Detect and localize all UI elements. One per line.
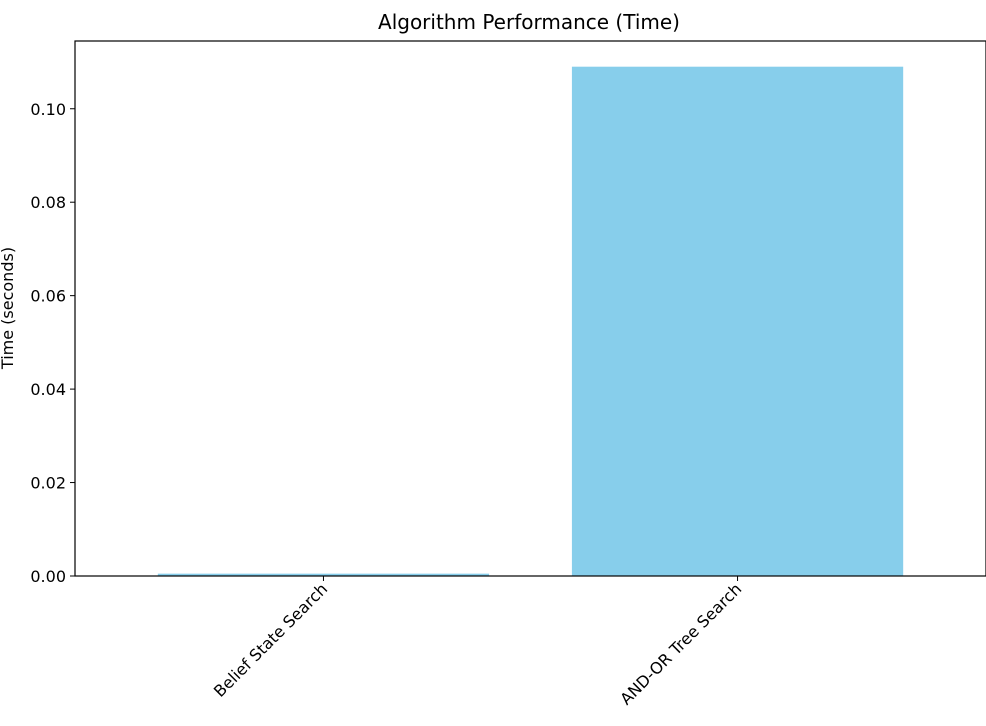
chart-title: Algorithm Performance (Time) <box>378 10 680 34</box>
bar-and-or-tree-search <box>571 66 904 576</box>
y-tick-label: 0.04 <box>30 380 66 399</box>
y-axis-ticks: 0.00 0.02 0.04 0.06 0.08 0.10 <box>30 100 75 586</box>
y-tick-label: 0.02 <box>30 474 66 493</box>
plot-area-frame <box>74 40 986 577</box>
y-tick-label: 0.00 <box>30 567 66 586</box>
x-axis-ticks: Belief State Search AND-OR Tree Search <box>210 576 745 709</box>
y-axis-label: Time (seconds) <box>0 247 17 370</box>
bars-group <box>157 66 904 576</box>
bar-belief-state-search <box>157 573 490 576</box>
y-tick-label: 0.06 <box>30 287 66 306</box>
y-tick-label: 0.08 <box>30 193 66 212</box>
x-tick-label: AND-OR Tree Search <box>616 579 745 708</box>
x-tick-label: Belief State Search <box>210 579 331 700</box>
y-tick-label: 0.10 <box>30 100 66 119</box>
